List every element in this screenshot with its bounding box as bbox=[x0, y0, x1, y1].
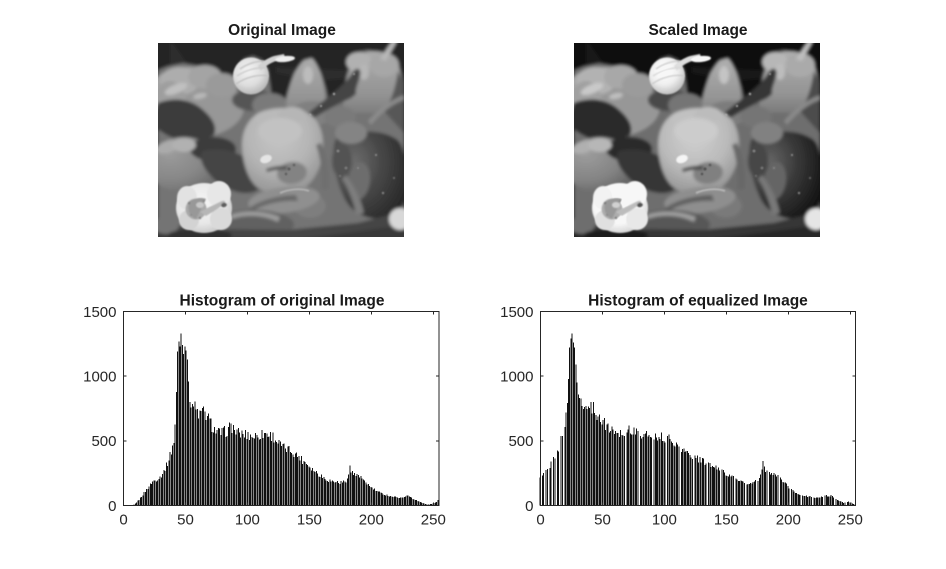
svg-text:Original Image: Original Image bbox=[228, 22, 336, 39]
svg-text:Scaled Image: Scaled Image bbox=[648, 22, 747, 39]
svg-text:250: 250 bbox=[421, 512, 446, 529]
svg-text:150: 150 bbox=[297, 512, 322, 529]
svg-text:100: 100 bbox=[652, 512, 677, 529]
svg-text:200: 200 bbox=[776, 512, 801, 529]
svg-text:1500: 1500 bbox=[500, 304, 533, 321]
svg-text:500: 500 bbox=[508, 433, 533, 450]
svg-text:Histogram of original Image: Histogram of original Image bbox=[180, 293, 385, 310]
svg-text:100: 100 bbox=[235, 512, 260, 529]
svg-text:250: 250 bbox=[838, 512, 863, 529]
svg-text:1000: 1000 bbox=[500, 369, 533, 386]
svg-text:200: 200 bbox=[359, 512, 384, 529]
svg-text:1000: 1000 bbox=[83, 369, 116, 386]
svg-text:150: 150 bbox=[714, 512, 739, 529]
svg-text:50: 50 bbox=[177, 512, 194, 529]
svg-text:50: 50 bbox=[594, 512, 611, 529]
svg-text:0: 0 bbox=[536, 512, 544, 529]
svg-text:1500: 1500 bbox=[83, 304, 116, 321]
svg-text:0: 0 bbox=[108, 498, 116, 515]
svg-text:500: 500 bbox=[91, 433, 116, 450]
svg-text:0: 0 bbox=[525, 498, 533, 515]
svg-text:0: 0 bbox=[119, 512, 127, 529]
svg-text:Histogram of equalized Image: Histogram of equalized Image bbox=[588, 293, 808, 310]
